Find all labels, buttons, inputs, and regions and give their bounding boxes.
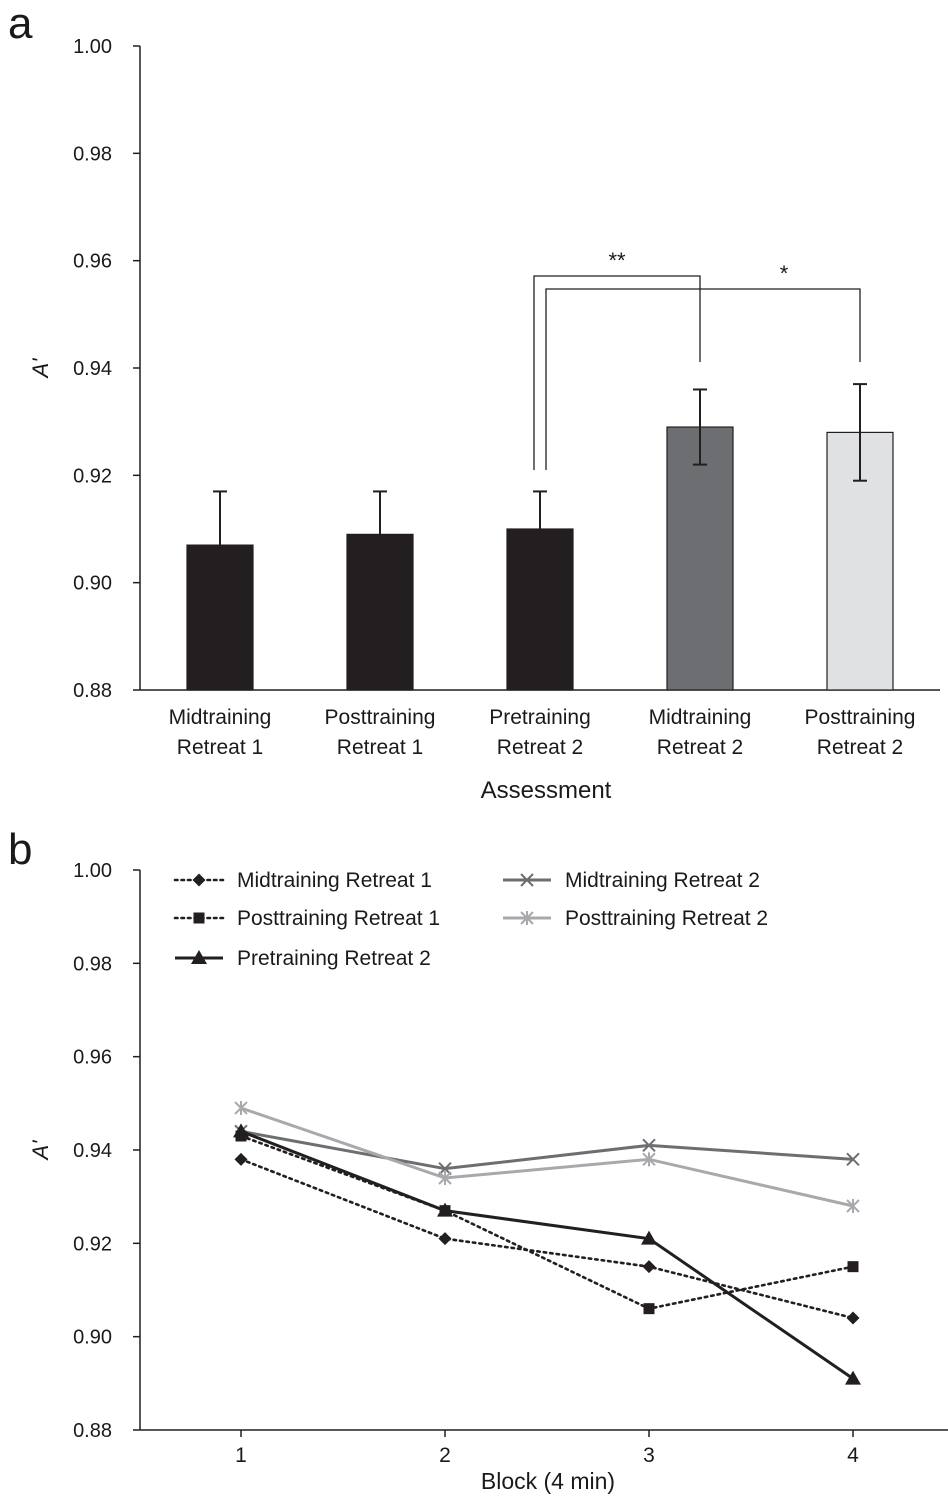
bar <box>666 426 734 691</box>
series-path <box>240 1129 854 1171</box>
y-tick-label: 0.90 <box>73 573 112 595</box>
triangle-marker <box>845 1370 861 1385</box>
x-tick-label: Pretraining <box>489 706 591 729</box>
asterisk-marker <box>642 1152 656 1167</box>
significance-label: ** <box>608 248 626 273</box>
series-path <box>239 1134 855 1311</box>
bar-chart-panel-a: 0.88 0.90 0.92 0.94 0.96 0.98 1.00 A' Assessment… <box>28 36 940 804</box>
y-tick-label: 0.94 <box>73 1140 112 1162</box>
square-marker <box>847 1261 859 1273</box>
x-tick-label: Retreat 2 <box>817 736 903 759</box>
diamond-marker <box>234 1152 248 1166</box>
bar <box>186 544 254 691</box>
y-tick-label: 0.94 <box>73 358 112 380</box>
y-tick-label: 0.96 <box>73 251 112 273</box>
series-path <box>240 1106 854 1208</box>
y-tick-label: 1.00 <box>73 36 112 58</box>
panel-a-letter: a <box>8 0 33 48</box>
y-tick-label: 0.96 <box>73 1047 112 1069</box>
y-axis-label: A' <box>28 1140 53 1162</box>
x-marker <box>846 1152 860 1167</box>
significance-label: * <box>780 261 789 286</box>
x-axis-label: Assessment <box>481 777 612 804</box>
square-marker <box>643 1303 655 1315</box>
x-tick-label: Midtraining <box>169 706 272 729</box>
x-tick-label: Retreat 2 <box>657 736 743 759</box>
asterisk-marker <box>846 1199 860 1213</box>
series-path <box>240 1129 854 1380</box>
diamond-marker <box>846 1311 860 1325</box>
x-tick-label: Retreat 1 <box>337 736 423 759</box>
triangle-marker <box>641 1230 657 1245</box>
legend-item: Midtraining Retreat 1 <box>173 869 432 892</box>
significance-bracket <box>533 275 701 470</box>
series-line <box>234 1152 860 1325</box>
diamond-marker <box>642 1260 656 1274</box>
legend-label: Posttraining Retreat 2 <box>565 907 768 930</box>
triangle-marker <box>191 950 207 964</box>
y-tick-label: 0.90 <box>73 1327 112 1349</box>
legend-label: Pretraining Retreat 2 <box>237 947 431 970</box>
series-path <box>239 1158 855 1320</box>
series-line <box>233 1123 861 1385</box>
y-tick-label: 0.92 <box>73 465 112 487</box>
asterisk-marker <box>520 911 534 925</box>
x-tick-label: Posttraining <box>325 706 436 729</box>
y-tick-label: 0.88 <box>73 1420 112 1442</box>
asterisk-marker <box>234 1101 248 1115</box>
y-axis-label: A' <box>28 358 53 380</box>
legend-label: Posttraining Retreat 1 <box>237 907 440 930</box>
legend-item: Pretraining Retreat 2 <box>175 947 431 970</box>
x-axis-label: Block (4 min) <box>481 1468 615 1494</box>
square-marker <box>193 912 205 924</box>
diamond-marker <box>192 873 206 887</box>
x-tick-label: 4 <box>847 1444 859 1467</box>
asterisk-marker <box>438 1171 452 1185</box>
y-tick-label: 0.98 <box>73 143 112 165</box>
x-tick-label: 3 <box>643 1444 655 1467</box>
legend-label: Midtraining Retreat 2 <box>565 869 760 892</box>
x-tick-label: 2 <box>439 1444 451 1467</box>
y-tick-label: 0.88 <box>73 680 112 702</box>
diamond-marker <box>438 1232 452 1246</box>
triangle-marker <box>437 1202 453 1217</box>
panel-b-letter: b <box>8 825 33 874</box>
y-tick-label: 0.98 <box>73 953 112 975</box>
x-tick-label: Retreat 2 <box>497 736 583 759</box>
legend-item: Posttraining Retreat 1 <box>173 907 440 930</box>
significance-bracket <box>545 288 861 470</box>
x-marker <box>642 1138 656 1153</box>
y-tick-label: 1.00 <box>73 860 112 882</box>
x-marker <box>520 873 534 887</box>
y-tick-label: 0.92 <box>73 1233 112 1255</box>
x-tick-label: 1 <box>235 1444 247 1467</box>
x-tick-label: Retreat 1 <box>177 736 263 759</box>
x-tick-label: Posttraining <box>805 706 916 729</box>
x-tick-label: Midtraining <box>649 706 752 729</box>
legend-item: Posttraining Retreat 2 <box>503 907 768 930</box>
triangle-marker <box>233 1123 249 1138</box>
legend-item: Midtraining Retreat 2 <box>503 869 760 892</box>
legend-label: Midtraining Retreat 1 <box>237 869 432 892</box>
bar <box>506 528 574 691</box>
series-line <box>234 1101 860 1213</box>
